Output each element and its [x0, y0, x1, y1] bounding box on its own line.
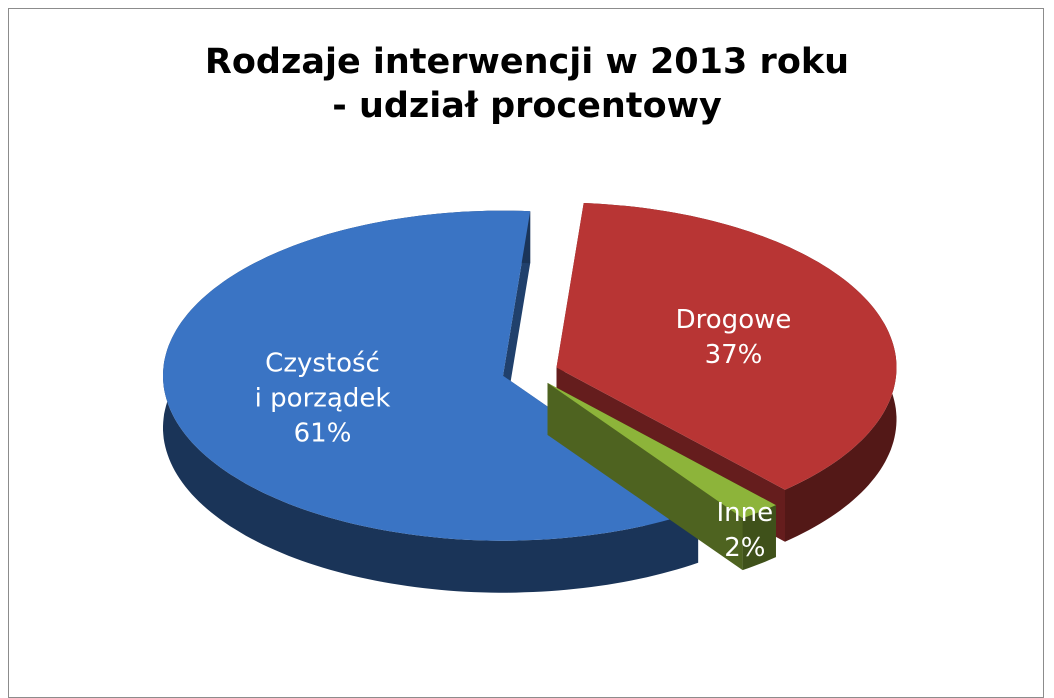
slice-wall	[547, 382, 743, 571]
data-label: Czystość i porządek 61%	[255, 347, 391, 452]
value-label: 37%	[704, 340, 763, 371]
pie-slice	[547, 382, 776, 571]
category-label: Czystość i porządek	[254, 348, 391, 414]
data-label: Drogowe 37%	[676, 303, 792, 373]
category-label: Inne	[716, 497, 774, 528]
pie-chart	[163, 203, 897, 593]
slice-side	[163, 210, 699, 593]
chart-title: Rodzaje interwencji w 2013 roku - udział…	[204, 42, 850, 126]
value-label: 61%	[293, 418, 352, 449]
slice-wall	[503, 211, 531, 428]
value-label: 2%	[724, 532, 766, 563]
slice-side	[742, 505, 776, 571]
category-label: Drogowe	[675, 305, 792, 336]
slice-top	[547, 382, 776, 519]
slice-top	[556, 203, 897, 490]
page: Rodzaje interwencji w 2013 roku - udział…	[8, 8, 1044, 698]
slice-top	[163, 210, 699, 541]
data-label: Inne 2%	[717, 496, 774, 566]
